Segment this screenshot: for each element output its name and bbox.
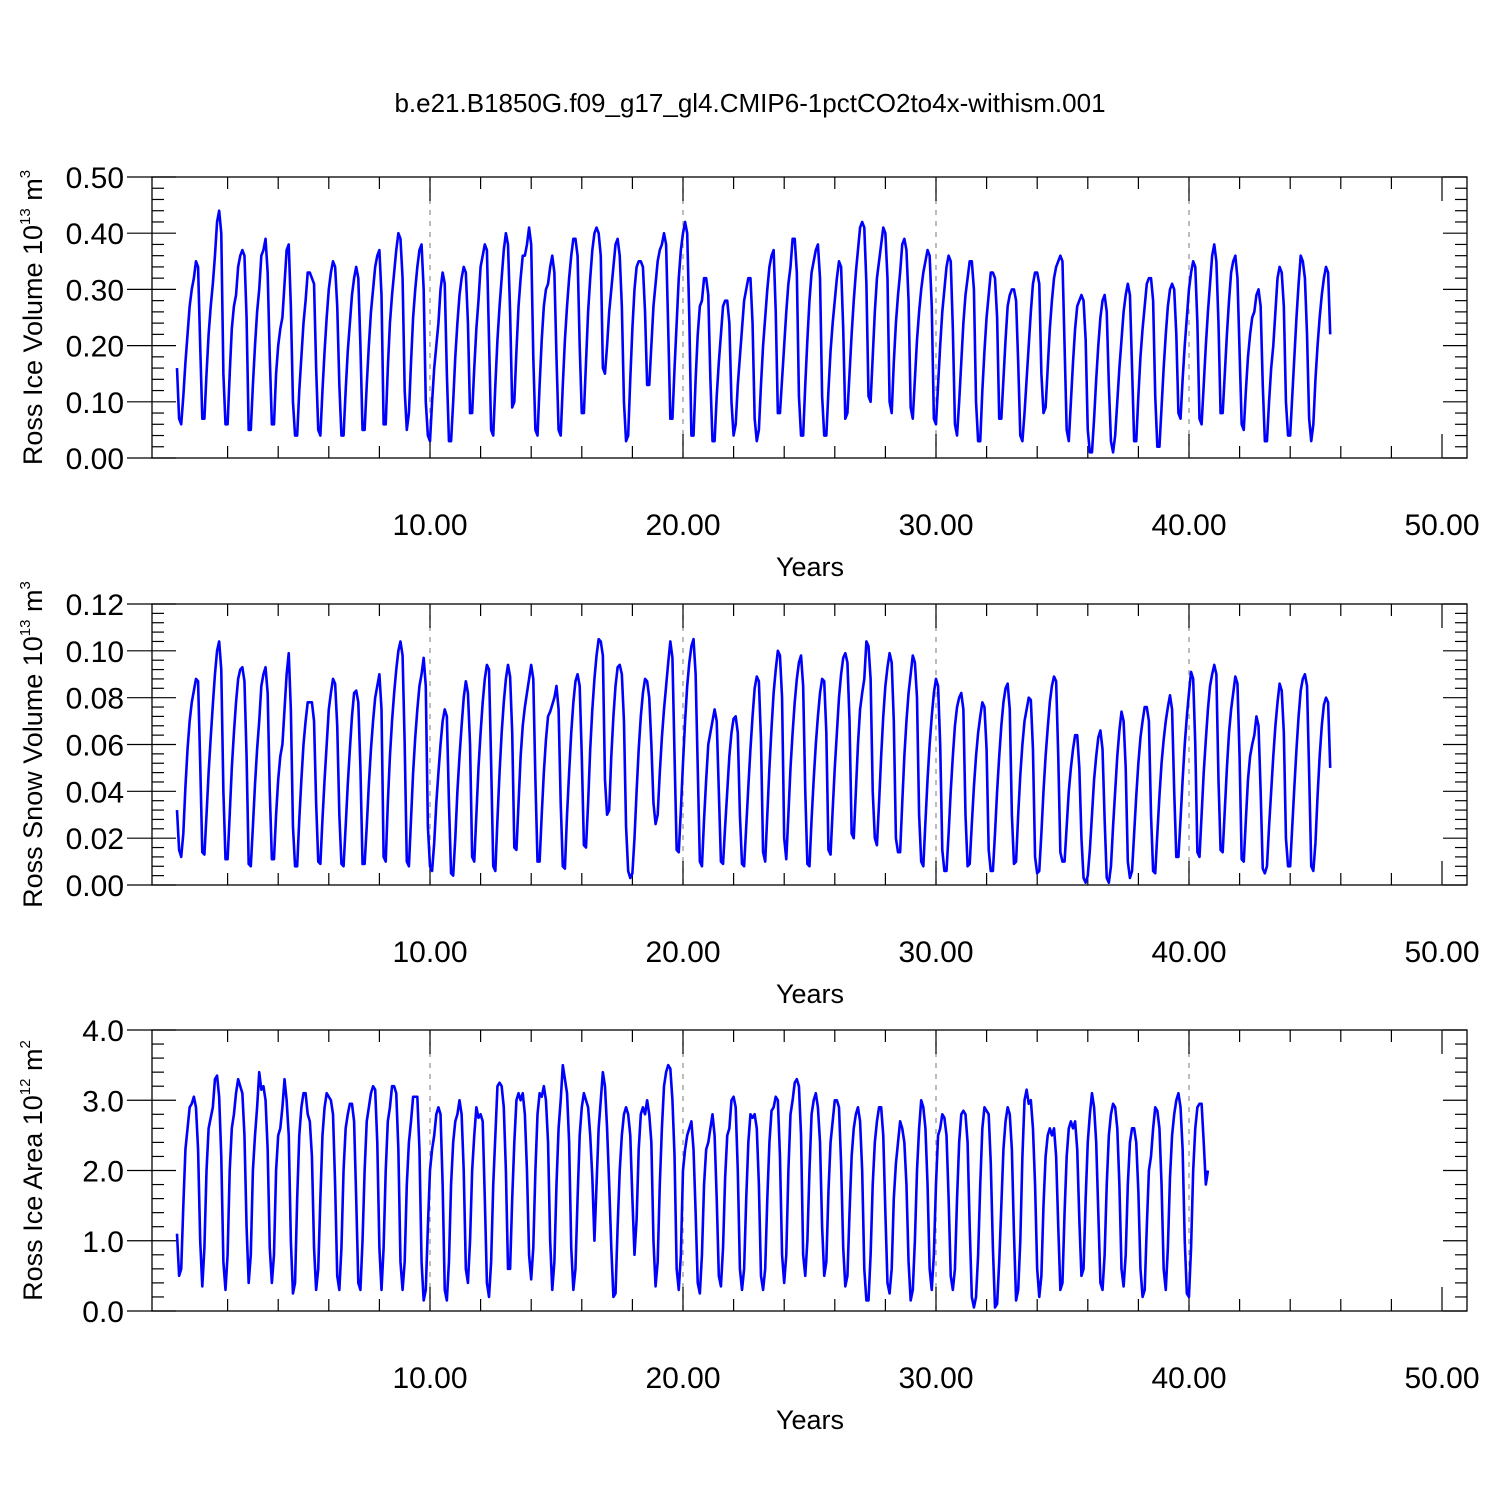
- y-axis-label-text: Ross Ice Area 10: [18, 1095, 48, 1301]
- x-tick-label: 30.00: [898, 936, 973, 969]
- y-tick-label: 0.40: [66, 218, 124, 251]
- x-tick-label: 50.00: [1404, 1362, 1479, 1395]
- x-tick-label: 10.00: [392, 509, 467, 542]
- y-tick-label: 0.02: [66, 823, 124, 856]
- x-tick-label: 40.00: [1151, 936, 1226, 969]
- y-axis-label-unit: m: [18, 1049, 48, 1079]
- y-axis-label-unit-sup: 2: [17, 1040, 34, 1048]
- y-tick-label: 0.20: [66, 331, 124, 364]
- x-tick-label: 20.00: [645, 509, 720, 542]
- x-tick-label: 50.00: [1404, 936, 1479, 969]
- x-tick-label: 10.00: [392, 936, 467, 969]
- y-tick-label: 1.0: [82, 1226, 124, 1259]
- x-tick-label: 10.00: [392, 1362, 467, 1395]
- y-tick-label: 4.0: [82, 1015, 124, 1048]
- series-line: [175, 637, 1332, 884]
- y-axis-label: Ross Ice Area 1012 m2: [17, 1040, 48, 1301]
- figure-title: b.e21.B1850G.f09_g17_gl4.CMIP6-1pctCO2to…: [394, 88, 1105, 118]
- y-tick-label: 0.30: [66, 274, 124, 307]
- y-tick-label: 3.0: [82, 1085, 124, 1118]
- series-line: [175, 1063, 1210, 1309]
- y-axis-label-unit-sup: 3: [17, 170, 34, 178]
- y-tick-label: 0.00: [66, 443, 124, 476]
- y-axis-label-unit: m: [18, 590, 48, 620]
- y-tick-label: 0.04: [66, 776, 124, 809]
- y-tick-label: 0.06: [66, 730, 124, 763]
- y-axis-label-sup: 12: [17, 1079, 34, 1096]
- y-axis-label-sup: 13: [17, 620, 34, 637]
- chart-panel-ice-area: 0.0 1.0 2.0 3.0 4.0 10.00 20.00 30.00 40.00 50.00…: [17, 1015, 1480, 1435]
- x-tick-label: 40.00: [1151, 509, 1226, 542]
- x-tick-label: 20.00: [645, 936, 720, 969]
- y-axis-label: Ross Snow Volume 1013 m3: [17, 581, 48, 908]
- chart-panel-ice-volume: 0.00 0.10 0.20 0.30 0.40 0.50 10.00 20.00 30.00 4…: [17, 162, 1480, 582]
- y-axis-label: Ross Ice Volume 1013 m3: [17, 170, 48, 465]
- y-tick-label: 2.0: [82, 1156, 124, 1189]
- x-axis-label: Years: [776, 552, 844, 582]
- chart-panel-snow-volume: 0.00 0.02 0.04 0.06 0.08 0.10 0.12 10.00 20.00 30…: [17, 581, 1480, 1009]
- y-axis-label-sup: 13: [17, 208, 34, 225]
- y-tick-label: 0.50: [66, 162, 124, 195]
- x-tick-label: 50.00: [1404, 509, 1479, 542]
- y-tick-label: 0.10: [66, 387, 124, 420]
- x-tick-label: 30.00: [898, 1362, 973, 1395]
- x-tick-label: 40.00: [1151, 1362, 1226, 1395]
- x-tick-label: 20.00: [645, 1362, 720, 1395]
- x-axis-label: Years: [776, 979, 844, 1009]
- y-axis-label-unit-sup: 3: [17, 581, 34, 589]
- y-axis-label-text: Ross Snow Volume 10: [18, 636, 48, 908]
- x-axis-label: Years: [776, 1405, 844, 1435]
- y-tick-label: 0.10: [66, 636, 124, 669]
- series-line: [175, 209, 1332, 454]
- y-tick-label: 0.00: [66, 870, 124, 903]
- x-tick-label: 30.00: [898, 509, 973, 542]
- y-tick-label: 0.0: [82, 1296, 124, 1329]
- y-tick-label: 0.08: [66, 683, 124, 716]
- plot-frame: [151, 176, 1468, 459]
- y-tick-label: 0.12: [66, 589, 124, 622]
- y-axis-label-text: Ross Ice Volume 10: [18, 225, 48, 465]
- y-axis-label-unit: m: [18, 178, 48, 208]
